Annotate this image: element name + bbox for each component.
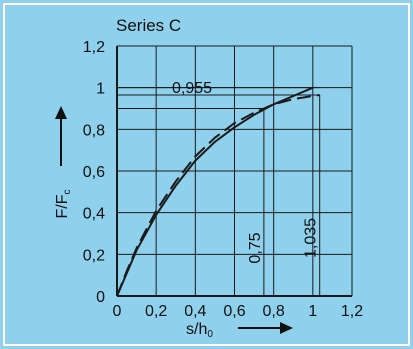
y-axis-label: F/Fc: [54, 190, 73, 219]
annotation-1035-label: 1,035: [303, 218, 320, 258]
chart-panel-border: [3, 3, 410, 346]
x-tick-label: 1,2: [341, 303, 363, 320]
y-tick-label: 1,2: [83, 39, 105, 56]
y-axis-label-sub: c: [62, 190, 73, 195]
series-dashed-line: [116, 94, 320, 297]
y-axis-arrow: [55, 106, 67, 166]
x-axis-arrow: [238, 322, 293, 334]
x-tick-label: 0,4: [184, 303, 206, 320]
x-tick-label: 0,6: [223, 303, 245, 320]
annotation-guides: [117, 87, 321, 296]
x-tick-label: 0: [113, 303, 122, 320]
x-tick-label: 0,8: [263, 303, 285, 320]
chart-curves: [116, 86, 320, 297]
y-tick-label: 0,6: [83, 164, 105, 181]
y-axis-label-main: F/F: [54, 194, 71, 218]
y-tick-label: 1: [96, 81, 105, 98]
y-tick-label: 0,2: [83, 247, 105, 264]
y-tick-label: 0: [96, 289, 105, 306]
annotation-0955-label: 0,955: [172, 80, 212, 97]
svg-text:F/Fc: F/Fc: [54, 190, 73, 219]
y-tick-label: 0,4: [83, 206, 105, 223]
x-tick-label: 1: [308, 303, 317, 320]
x-axis-label-sub: 0: [207, 329, 213, 340]
x-axis-label-main: s/h: [186, 321, 207, 338]
axis-tick-labels: 0 0,2 0,4 0,6 0,8 1 1,2 0 0,2 0,4 0,6 0,8 1 1,2: [83, 39, 363, 320]
y-tick-label: 0,8: [83, 122, 105, 139]
chart-title: Series C: [116, 16, 181, 35]
annotation-075-label: 0,75: [247, 232, 264, 263]
x-tick-label: 0,2: [145, 303, 167, 320]
x-axis-label: s/h0: [186, 321, 213, 340]
